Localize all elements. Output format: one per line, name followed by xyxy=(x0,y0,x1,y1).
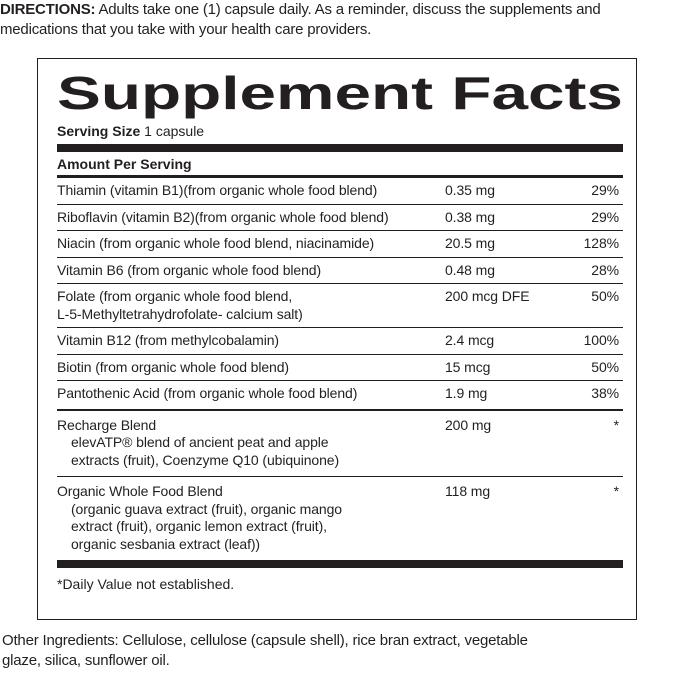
thick-bar xyxy=(57,144,623,152)
blend-description: elevATP® blend of ancient peat and apple xyxy=(71,434,329,450)
nutrient-amount: 0.35 mg xyxy=(445,182,495,198)
facts-title: Supplement Facts xyxy=(57,71,623,119)
header-bar xyxy=(57,175,623,178)
nutrient-dv: 29% xyxy=(591,182,619,198)
nutrient-name: Vitamin B6 (from organic whole food blen… xyxy=(57,261,322,278)
nutrient-dv: 100% xyxy=(583,332,620,348)
nutrient-row: Folate (from organic whole food blend, L-… xyxy=(57,283,623,327)
nutrient-name: L-5-Methyltetrahydrofolate- calcium salt… xyxy=(57,305,303,322)
blend-amount: 118 mg xyxy=(445,483,491,499)
nutrient-name: Thiamin (vitamin B1)(from organic whole … xyxy=(57,182,378,198)
blend-dv: * xyxy=(613,416,619,433)
directions-line: DIRECTIONS: Adults take one (1) capsule … xyxy=(0,0,679,20)
blend-description: organic sesbania extract (leaf)) xyxy=(71,535,260,552)
nutrient-dv: 50% xyxy=(591,288,619,304)
nutrient-name: Niacin (from organic whole food blend, n… xyxy=(57,235,375,251)
nutrient-amount: 2.4 mcg xyxy=(445,332,495,348)
nutrient-name: Folate (from organic whole food blend, xyxy=(57,288,293,304)
nutrient-dv: 38% xyxy=(591,385,619,401)
nutrient-amount: 1.9 mg xyxy=(445,385,488,401)
footnote: *Daily Value not established. xyxy=(57,576,235,592)
directions-text: Adults take one (1) capsule daily. As a … xyxy=(98,1,601,18)
directions-text: medications that you take with your heal… xyxy=(0,21,372,38)
other-ingredients-line: Other Ingredients: Cellulose, cellulose … xyxy=(2,632,528,649)
nutrient-amount: 20.5 mg xyxy=(445,235,495,251)
nutrient-amount: 15 mcg xyxy=(445,358,491,375)
nutrient-amount: 200 mcg DFE xyxy=(445,288,530,304)
nutrient-amount: 0.48 mg xyxy=(445,261,495,278)
nutrient-row: Thiamin (vitamin B1)(from organic whole … xyxy=(57,178,623,204)
nutrient-amount: 0.38 mg xyxy=(445,208,495,225)
blend-name: Organic Whole Food Blend xyxy=(57,483,223,499)
directions: DIRECTIONS: Adults take one (1) capsule … xyxy=(0,0,679,40)
amount-header: Amount Per Serving xyxy=(57,156,192,172)
nutrient-name: Biotin (from organic whole food blend) xyxy=(57,358,289,375)
blend-row: Recharge Blend elevATP® blend of ancient … xyxy=(57,408,623,477)
nutrient-row: Vitamin B6 (from organic whole food blen… xyxy=(57,256,623,284)
supplement-facts-panel: Supplement Facts Serving Size 1 capsule A… xyxy=(37,58,637,620)
nutrient-name: Pantothenic Acid (from organic whole foo… xyxy=(57,385,358,401)
blend-name: Recharge Blend xyxy=(57,416,156,433)
other-ingredients: Other Ingredients: Cellulose, cellulose … xyxy=(2,631,679,671)
nutrient-dv: 50% xyxy=(591,358,619,375)
blend-description: extracts (fruit), Coenzyme Q10 (ubiquino… xyxy=(71,451,340,468)
title-svg: Supplement Facts xyxy=(57,71,623,119)
nutrient-row: Biotin (from organic whole food blend) 15… xyxy=(57,353,623,381)
directions-label: DIRECTIONS: xyxy=(0,1,96,18)
blend-dv: * xyxy=(613,483,619,499)
nutrient-name: Riboflavin (vitamin B2)(from organic who… xyxy=(57,208,389,225)
nutrient-row: Niacin (from organic whole food blend, n… xyxy=(57,230,623,257)
blend-description: (organic guava extract (fruit), organic … xyxy=(71,500,342,517)
nutrient-row: Riboflavin (vitamin B2)(from organic who… xyxy=(57,203,623,231)
nutrient-dv: 128% xyxy=(583,235,620,251)
nutrient-row: Pantothenic Acid (from organic whole foo… xyxy=(57,380,623,407)
blend-row: Organic Whole Food Blend (organic guava e… xyxy=(57,476,623,560)
facts-body: Serving Size 1 capsule Amount Per Serving… xyxy=(57,121,623,593)
bottom-bar xyxy=(57,560,623,568)
serving-size: Serving Size 1 capsule xyxy=(57,121,623,144)
nutrient-row: Vitamin B12 (from methylcobalamin) 2.4 mc… xyxy=(57,327,623,354)
serving-size-label: Serving Size xyxy=(57,123,141,139)
blend-description: extract (fruit), organic lemon extract (… xyxy=(71,518,327,534)
blend-amount: 200 mg xyxy=(445,416,492,433)
other-ingredients-line: glaze, silica, sunflower oil. xyxy=(2,652,170,669)
nutrient-dv: 29% xyxy=(591,208,619,225)
directions-line: medications that you take with your heal… xyxy=(0,20,679,40)
nutrient-name: Vitamin B12 (from methylcobalamin) xyxy=(57,332,279,348)
serving-size-value: 1 capsule xyxy=(144,123,205,139)
nutrient-dv: 28% xyxy=(591,261,619,278)
